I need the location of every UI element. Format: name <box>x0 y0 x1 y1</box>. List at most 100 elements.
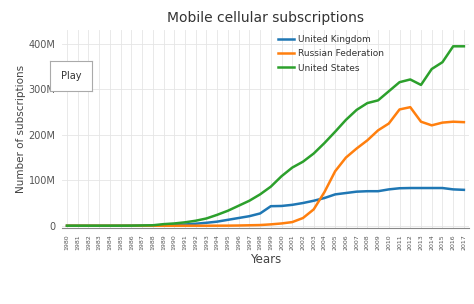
United States <box>279 174 284 178</box>
United States <box>139 224 145 227</box>
United Kingdom <box>107 224 113 228</box>
United Kingdom <box>172 223 177 227</box>
United Kingdom <box>161 223 166 227</box>
Russian Federation <box>311 208 317 211</box>
Russian Federation <box>343 156 349 159</box>
Russian Federation <box>300 216 306 220</box>
Russian Federation <box>172 224 177 228</box>
United States <box>64 224 70 228</box>
United Kingdom <box>365 189 370 193</box>
Y-axis label: Number of subscriptions: Number of subscriptions <box>16 65 26 193</box>
United Kingdom <box>236 216 241 220</box>
Line: United States: United States <box>67 46 464 226</box>
United States <box>408 78 413 81</box>
Line: United Kingdom: United Kingdom <box>67 188 464 226</box>
United Kingdom <box>64 224 70 228</box>
United States <box>332 130 338 133</box>
Russian Federation <box>150 224 155 228</box>
United States <box>225 209 231 212</box>
Russian Federation <box>139 224 145 228</box>
United Kingdom <box>139 224 145 227</box>
Russian Federation <box>375 129 381 132</box>
United Kingdom <box>204 221 210 225</box>
United Kingdom <box>429 186 435 190</box>
United States <box>321 141 327 145</box>
United Kingdom <box>332 192 338 196</box>
Russian Federation <box>118 224 123 228</box>
United Kingdom <box>397 186 402 190</box>
United Kingdom <box>182 223 188 226</box>
Russian Federation <box>64 224 70 228</box>
Russian Federation <box>332 169 338 173</box>
United Kingdom <box>96 224 102 228</box>
United States <box>290 166 295 169</box>
United Kingdom <box>311 199 317 202</box>
United Kingdom <box>193 222 199 226</box>
Russian Federation <box>429 123 435 127</box>
United States <box>450 44 456 48</box>
Russian Federation <box>96 224 102 228</box>
Russian Federation <box>204 224 210 228</box>
United States <box>386 89 392 93</box>
United Kingdom <box>246 214 252 218</box>
Russian Federation <box>290 220 295 224</box>
United Kingdom <box>450 188 456 191</box>
Russian Federation <box>86 224 91 228</box>
Russian Federation <box>461 120 467 124</box>
Russian Federation <box>397 108 402 111</box>
United States <box>182 220 188 224</box>
United States <box>193 219 199 223</box>
United Kingdom <box>386 188 392 191</box>
United States <box>354 108 359 112</box>
United States <box>214 213 220 217</box>
Russian Federation <box>257 223 263 227</box>
United States <box>461 44 467 48</box>
United Kingdom <box>128 224 134 227</box>
United States <box>128 224 134 227</box>
Russian Federation <box>321 190 327 194</box>
United Kingdom <box>75 224 81 228</box>
United States <box>107 224 113 228</box>
United Kingdom <box>290 203 295 207</box>
Legend: United Kingdom, Russian Federation, United States: United Kingdom, Russian Federation, Unit… <box>278 35 384 73</box>
United Kingdom <box>257 212 263 215</box>
Russian Federation <box>279 222 284 225</box>
United States <box>236 204 241 208</box>
United States <box>204 217 210 220</box>
United States <box>397 80 402 84</box>
Russian Federation <box>225 224 231 227</box>
United Kingdom <box>279 204 284 208</box>
United States <box>375 98 381 102</box>
United States <box>311 152 317 155</box>
United Kingdom <box>418 186 424 190</box>
Russian Federation <box>418 120 424 123</box>
United States <box>86 224 91 228</box>
Text: Play: Play <box>61 71 82 81</box>
Russian Federation <box>408 105 413 109</box>
United States <box>161 222 166 226</box>
United Kingdom <box>118 224 123 227</box>
United States <box>418 83 424 87</box>
United Kingdom <box>214 220 220 223</box>
Russian Federation <box>193 224 199 228</box>
United States <box>118 224 123 228</box>
Russian Federation <box>354 147 359 150</box>
Russian Federation <box>75 224 81 228</box>
United States <box>268 185 273 188</box>
United Kingdom <box>408 186 413 190</box>
Russian Federation <box>246 223 252 227</box>
Russian Federation <box>236 224 241 227</box>
United Kingdom <box>300 201 306 205</box>
Russian Federation <box>107 224 113 228</box>
United States <box>75 224 81 228</box>
United States <box>439 60 445 64</box>
United Kingdom <box>268 204 273 208</box>
Russian Federation <box>128 224 134 228</box>
Russian Federation <box>439 121 445 124</box>
United Kingdom <box>439 186 445 190</box>
United Kingdom <box>225 218 231 222</box>
Russian Federation <box>450 120 456 123</box>
Line: Russian Federation: Russian Federation <box>67 107 464 226</box>
United Kingdom <box>86 224 91 228</box>
United States <box>365 101 370 105</box>
